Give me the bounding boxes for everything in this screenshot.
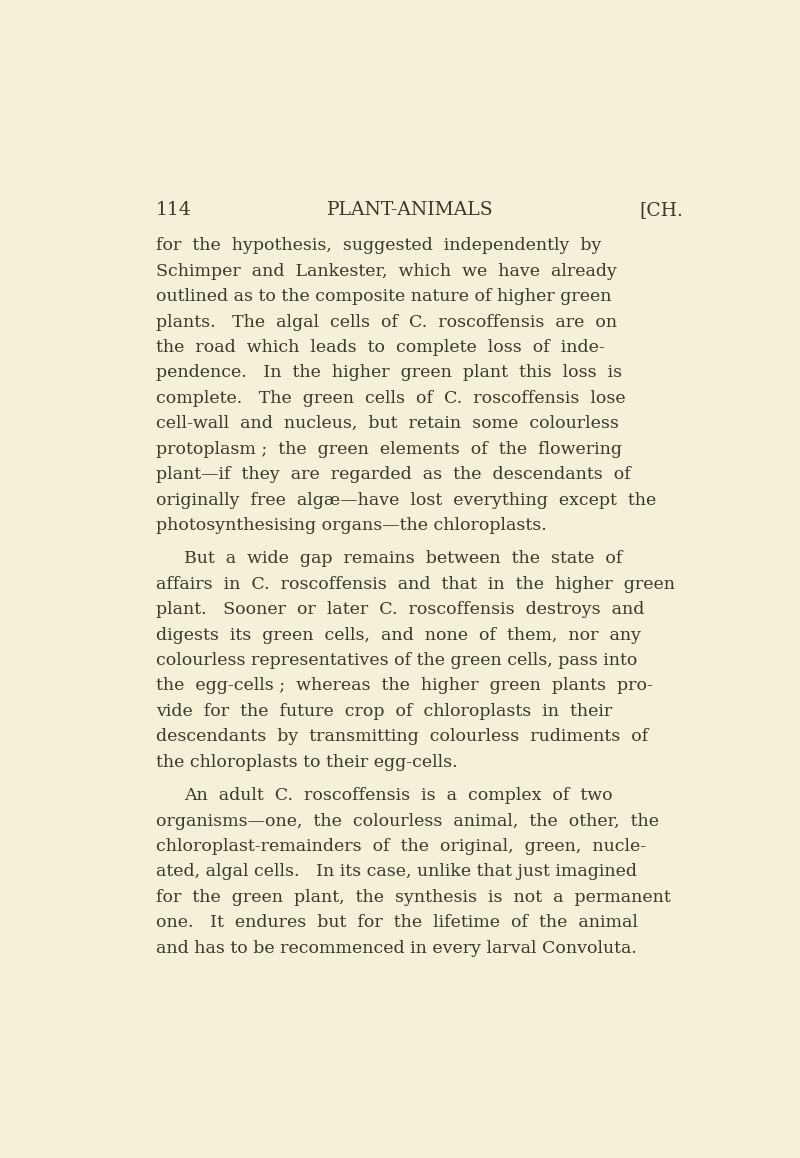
Text: plant—if  they  are  regarded  as  the  descendants  of: plant—if they are regarded as the descen… bbox=[156, 467, 630, 483]
Text: colourless representatives of the green cells, pass into: colourless representatives of the green … bbox=[156, 652, 637, 669]
Text: 114: 114 bbox=[156, 200, 191, 219]
Text: the  egg-cells ;  whereas  the  higher  green  plants  pro-: the egg-cells ; whereas the higher green… bbox=[156, 677, 653, 695]
Text: affairs  in  C.  roscoffensis  and  that  in  the  higher  green: affairs in C. roscoffensis and that in t… bbox=[156, 576, 674, 593]
Text: PLANT-ANIMALS: PLANT-ANIMALS bbox=[326, 200, 494, 219]
Text: chloroplast-remainders  of  the  original,  green,  nucle-: chloroplast-remainders of the original, … bbox=[156, 838, 646, 855]
Text: complete.   The  green  cells  of  C.  roscoffensis  lose: complete. The green cells of C. roscoffe… bbox=[156, 390, 626, 406]
Text: organisms—one,  the  colourless  animal,  the  other,  the: organisms—one, the colourless animal, th… bbox=[156, 813, 659, 829]
Text: vide  for  the  future  crop  of  chloroplasts  in  their: vide for the future crop of chloroplasts… bbox=[156, 703, 612, 720]
Text: plants.   The  algal  cells  of  C.  roscoffensis  are  on: plants. The algal cells of C. roscoffens… bbox=[156, 314, 617, 331]
Text: An  adult  C.  roscoffensis  is  a  complex  of  two: An adult C. roscoffensis is a complex of… bbox=[184, 787, 612, 804]
Text: protoplasm ;  the  green  elements  of  the  flowering: protoplasm ; the green elements of the f… bbox=[156, 441, 622, 457]
Text: [CH.: [CH. bbox=[639, 200, 682, 219]
Text: pendence.   In  the  higher  green  plant  this  loss  is: pendence. In the higher green plant this… bbox=[156, 365, 622, 381]
Text: digests  its  green  cells,  and  none  of  them,  nor  any: digests its green cells, and none of the… bbox=[156, 626, 641, 644]
Text: Schimper  and  Lankester,  which  we  have  already: Schimper and Lankester, which we have al… bbox=[156, 263, 617, 280]
Text: for  the  green  plant,  the  synthesis  is  not  a  permanent: for the green plant, the synthesis is no… bbox=[156, 889, 670, 906]
Text: originally  free  algæ—have  lost  everything  except  the: originally free algæ—have lost everythin… bbox=[156, 491, 656, 508]
Text: one.   It  endures  but  for  the  lifetime  of  the  animal: one. It endures but for the lifetime of … bbox=[156, 914, 638, 931]
Text: outlined as to the composite nature of higher green: outlined as to the composite nature of h… bbox=[156, 288, 611, 306]
Text: for  the  hypothesis,  suggested  independently  by: for the hypothesis, suggested independen… bbox=[156, 237, 601, 255]
Text: the chloroplasts to their egg-cells.: the chloroplasts to their egg-cells. bbox=[156, 754, 458, 771]
Text: cell-wall  and  nucleus,  but  retain  some  colourless: cell-wall and nucleus, but retain some c… bbox=[156, 416, 618, 432]
Text: the  road  which  leads  to  complete  loss  of  inde-: the road which leads to complete loss of… bbox=[156, 339, 605, 356]
Text: photosynthesising organs—the chloroplasts.: photosynthesising organs—the chloroplast… bbox=[156, 516, 546, 534]
Text: and has to be recommenced in every larval Convoluta.: and has to be recommenced in every larva… bbox=[156, 939, 637, 957]
Text: descendants  by  transmitting  colourless  rudiments  of: descendants by transmitting colourless r… bbox=[156, 728, 648, 746]
Text: plant.   Sooner  or  later  C.  roscoffensis  destroys  and: plant. Sooner or later C. roscoffensis d… bbox=[156, 601, 644, 618]
Text: But  a  wide  gap  remains  between  the  state  of: But a wide gap remains between the state… bbox=[184, 550, 622, 567]
Text: ated, algal cells.   In its case, unlike that just imagined: ated, algal cells. In its case, unlike t… bbox=[156, 864, 637, 880]
